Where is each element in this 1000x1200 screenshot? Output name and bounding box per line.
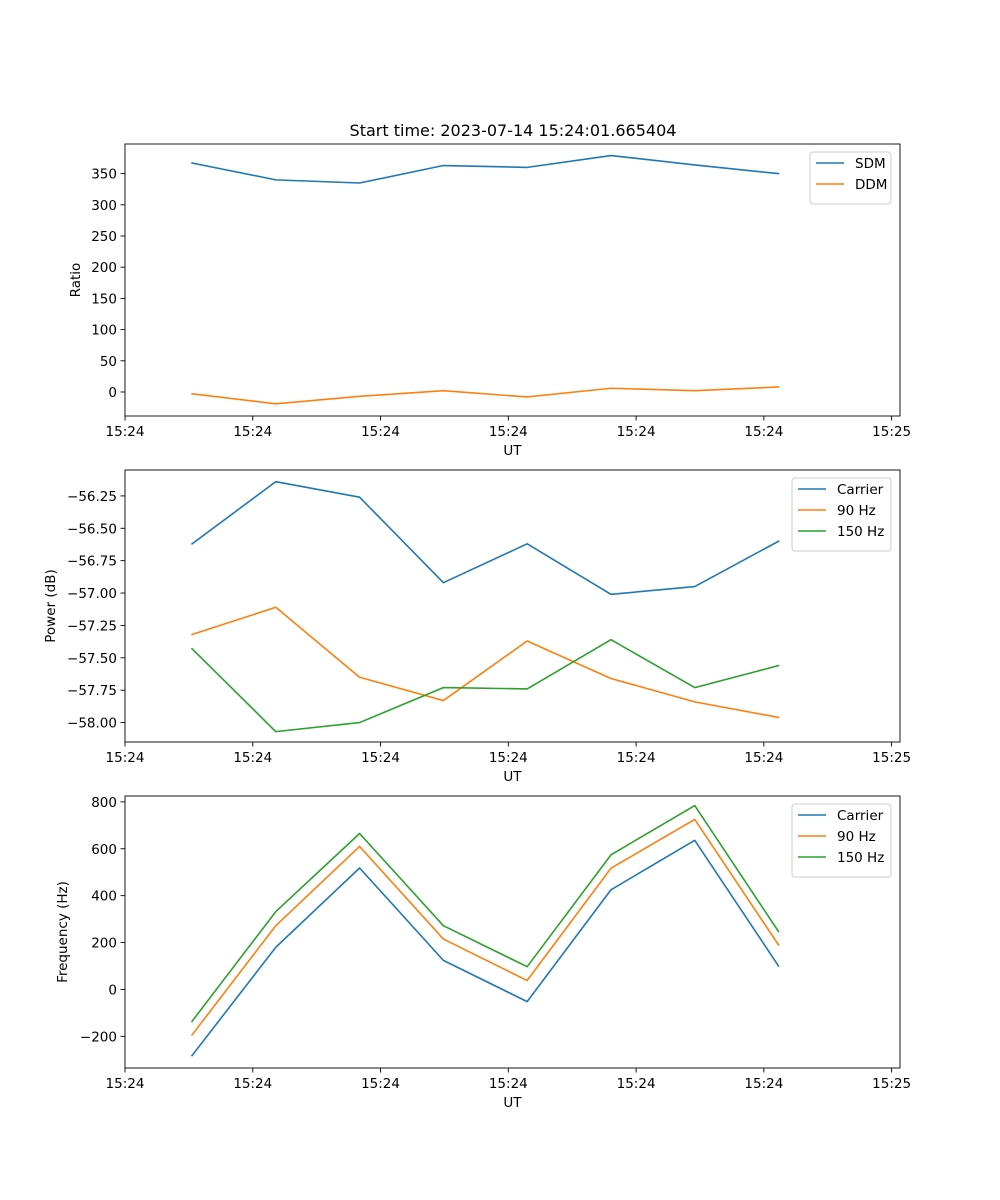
x-tick-label: 15:24 bbox=[106, 750, 145, 766]
series-line-carrier bbox=[190, 839, 780, 1057]
x-tick-label: 15:25 bbox=[872, 424, 911, 440]
legend-frame bbox=[791, 803, 892, 878]
y-tick-label: 0 bbox=[108, 385, 117, 401]
y-tick-label: 200 bbox=[91, 260, 117, 276]
x-axis-label: UT bbox=[503, 769, 522, 785]
series-line-90-hz bbox=[191, 606, 780, 719]
x-tick-label: 15:24 bbox=[744, 1076, 783, 1092]
y-tick-label: 400 bbox=[91, 889, 117, 905]
legend-label-90-hz: 90 Hz bbox=[837, 503, 876, 519]
legend: Carrier 90 Hz 150 Hz bbox=[791, 803, 892, 878]
y-tick-label: −57.75 bbox=[67, 683, 117, 699]
y-tick-label: 200 bbox=[91, 936, 117, 952]
x-tick-label: 15:24 bbox=[106, 1076, 145, 1092]
x-tick-label: 15:24 bbox=[233, 1076, 272, 1092]
x-tick-label: 15:24 bbox=[617, 1076, 656, 1092]
x-axis-label: UT bbox=[503, 1095, 522, 1111]
y-tick-label: −56.25 bbox=[67, 489, 117, 505]
x-tick-label: 15:24 bbox=[744, 424, 783, 440]
y-tick-label: 300 bbox=[91, 198, 117, 214]
series-line-ddm bbox=[191, 386, 780, 405]
subplot-frequency: 15:24 15:24 15:24 15:24 15:24 15:24 15:25 −200 0… bbox=[55, 795, 911, 1111]
y-tick-label: 350 bbox=[91, 167, 117, 183]
y-tick-label: 600 bbox=[91, 842, 117, 858]
x-tick-label: 15:25 bbox=[872, 1076, 911, 1092]
y-tick-label: −57.25 bbox=[67, 618, 117, 634]
x-tick-label: 15:24 bbox=[233, 424, 272, 440]
x-tick-label: 15:24 bbox=[106, 424, 145, 440]
x-tick-label: 15:24 bbox=[489, 424, 528, 440]
x-tick-label: 15:24 bbox=[361, 750, 400, 766]
x-tick-label: 15:24 bbox=[617, 424, 656, 440]
axes-frame bbox=[124, 143, 901, 417]
x-tick-label: 15:24 bbox=[489, 1076, 528, 1092]
x-tick-label: 15:24 bbox=[361, 424, 400, 440]
legend: SDM DDM bbox=[809, 151, 892, 205]
subplot-ratio: 15:24 15:24 15:24 15:24 15:24 15:24 15:25 0 50 10… bbox=[68, 143, 911, 459]
legend-label-carrier: Carrier bbox=[837, 482, 884, 498]
subplot-power: 15:24 15:24 15:24 15:24 15:24 15:24 15:25 −58.0… bbox=[43, 469, 911, 785]
y-tick-label: 250 bbox=[91, 229, 117, 245]
axes-frame bbox=[124, 795, 901, 1069]
legend-label-150-hz: 150 Hz bbox=[837, 850, 884, 866]
x-tick-label: 15:24 bbox=[361, 1076, 400, 1092]
series-line-90-hz bbox=[190, 818, 780, 1037]
y-axis-label: Ratio bbox=[68, 263, 84, 298]
series-line-carrier bbox=[190, 480, 780, 596]
legend-label-150-hz: 150 Hz bbox=[837, 524, 884, 540]
y-tick-label: 0 bbox=[108, 982, 117, 998]
y-axis-label: Power (dB) bbox=[43, 569, 59, 642]
series-line-150-hz bbox=[190, 804, 780, 1023]
series-line-150-hz bbox=[190, 638, 780, 733]
y-tick-label: −58.00 bbox=[67, 716, 117, 732]
y-tick-label: −56.75 bbox=[67, 554, 117, 570]
y-axis-label: Frequency (Hz) bbox=[55, 881, 71, 983]
x-tick-label: 15:24 bbox=[489, 750, 528, 766]
y-tick-label: 150 bbox=[91, 291, 117, 307]
legend-label-90-hz: 90 Hz bbox=[837, 829, 876, 845]
legend-label-ddm: DDM bbox=[855, 177, 887, 193]
legend-label-carrier: Carrier bbox=[837, 808, 884, 824]
x-tick-label: 15:24 bbox=[744, 750, 783, 766]
y-tick-label: −200 bbox=[80, 1029, 117, 1045]
axes-frame bbox=[124, 469, 901, 743]
y-tick-label: 100 bbox=[91, 323, 117, 339]
x-tick-label: 15:24 bbox=[617, 750, 656, 766]
y-tick-label: 50 bbox=[100, 354, 117, 370]
x-tick-label: 15:24 bbox=[233, 750, 272, 766]
y-tick-label: 800 bbox=[91, 795, 117, 811]
series-line-sdm bbox=[191, 154, 780, 184]
x-axis-label: UT bbox=[503, 443, 522, 459]
y-tick-label: −57.50 bbox=[67, 651, 117, 667]
x-tick-label: 15:25 bbox=[872, 750, 911, 766]
y-tick-label: −57.00 bbox=[67, 586, 117, 602]
legend-frame bbox=[791, 477, 892, 552]
chart-title: Start time: 2023-07-14 15:24:01.665404 bbox=[350, 121, 677, 140]
y-tick-label: −56.50 bbox=[67, 521, 117, 537]
legend-label-sdm: SDM bbox=[855, 156, 886, 172]
legend-frame bbox=[809, 151, 892, 205]
legend: Carrier 90 Hz 150 Hz bbox=[791, 477, 892, 552]
